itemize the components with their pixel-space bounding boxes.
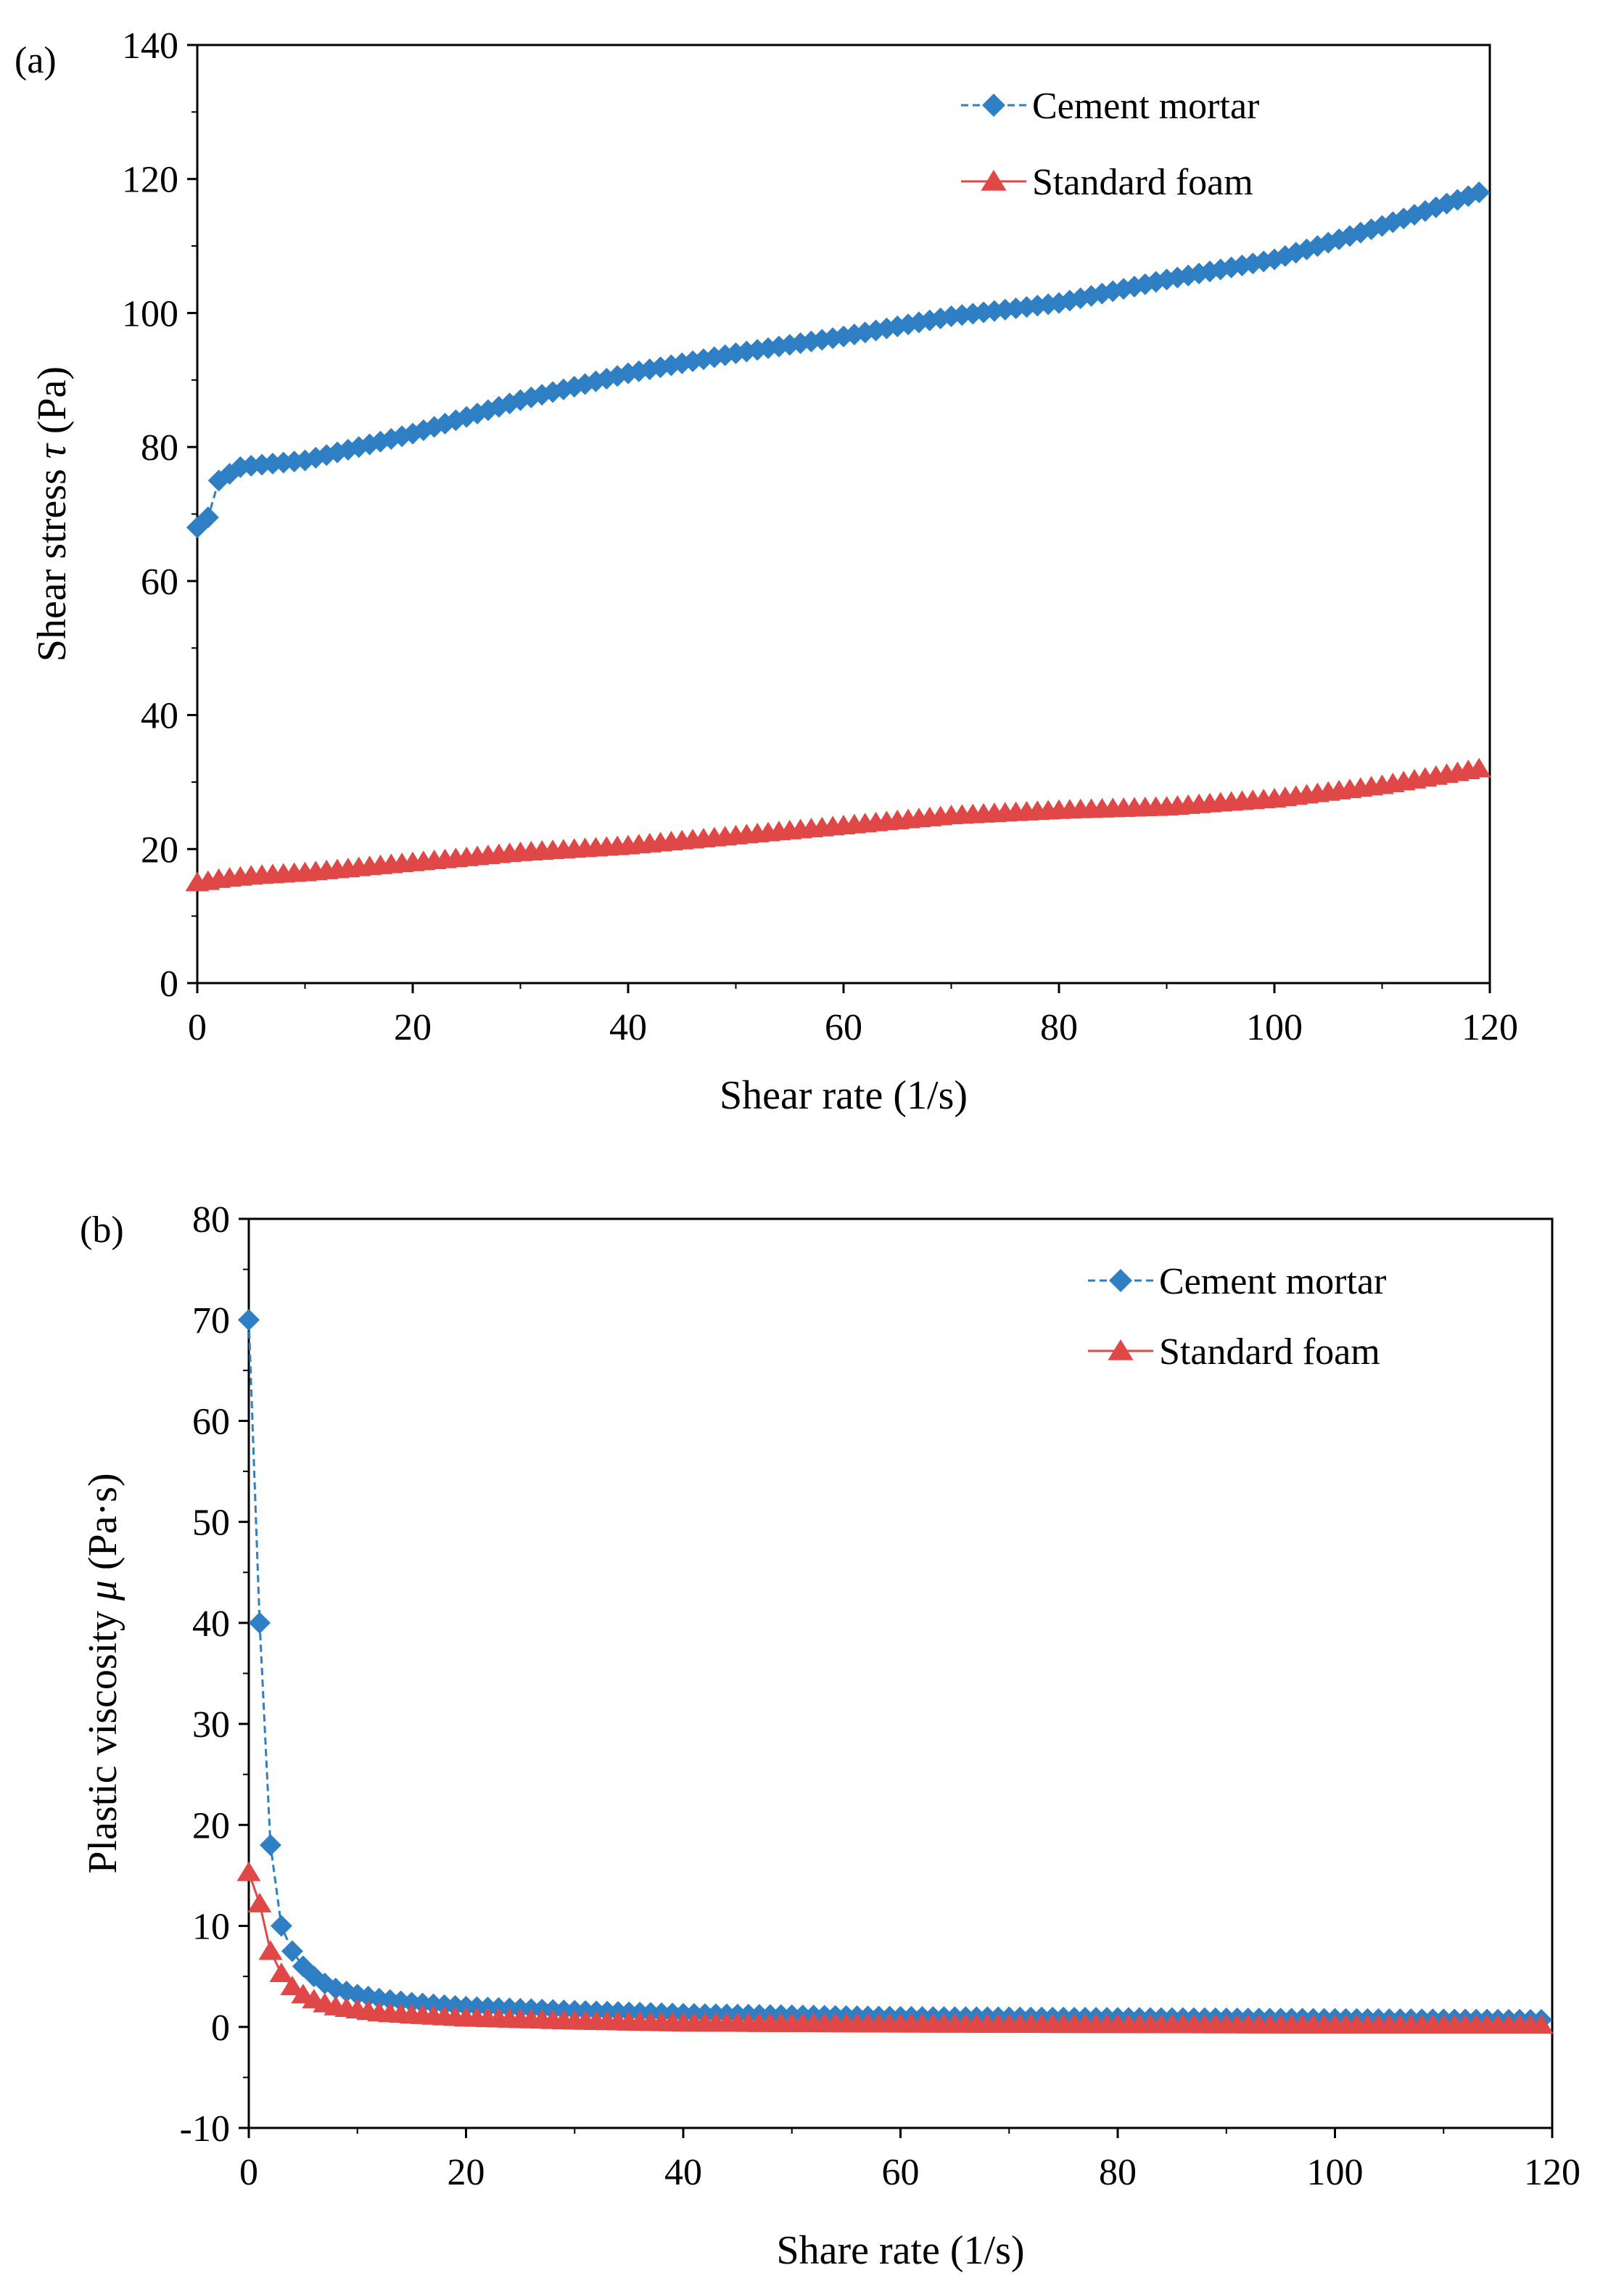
- y-axis-title-prefix: Shear stress: [30, 459, 75, 662]
- legend: Cement mortar Standard foam: [961, 86, 1259, 203]
- data-point: [259, 1834, 281, 1857]
- panel-label: (a): [15, 40, 57, 81]
- legend-entry-cement-mortar: Cement mortar: [1088, 1261, 1386, 1302]
- y-tick-label: 100: [122, 293, 178, 334]
- data-point: [1529, 2013, 1554, 2034]
- x-tick-label: 0: [239, 2152, 258, 2193]
- y-tick-label: 40: [141, 696, 178, 737]
- legend-label-standard-foam: Standard foam: [1159, 1331, 1380, 1373]
- x-tick-label: 60: [882, 2152, 920, 2193]
- data-point: [281, 1940, 303, 1963]
- series-layer: [185, 181, 1491, 892]
- y-tick-label: 60: [141, 562, 178, 603]
- legend: Cement mortar Standard foam: [1088, 1261, 1386, 1373]
- y-tick-label: 40: [192, 1603, 230, 1645]
- data-point: [1468, 181, 1491, 204]
- plot-area-frame: [196, 44, 1491, 985]
- legend-marker-standard-foam: [981, 170, 1007, 191]
- legend-marker-cement-mortar: [982, 94, 1005, 117]
- data-point: [1467, 757, 1491, 778]
- y-tick-label: 140: [122, 25, 178, 67]
- data-point: [197, 506, 219, 529]
- data-point: [269, 1962, 294, 1982]
- series-line-cement-mortar: [196, 191, 1480, 529]
- y-tick-label: 60: [192, 1401, 230, 1442]
- x-axis-title: Shear rate (1/s): [720, 1073, 968, 1118]
- y-axis-title-unit: (Pa·s): [81, 1473, 125, 1580]
- y-axis-title-symbol: τ: [30, 443, 75, 459]
- y-tick-label: -10: [180, 2108, 230, 2150]
- y-axis-title-prefix: Plastic viscosity: [81, 1600, 125, 1873]
- data-point: [238, 1309, 260, 1331]
- panel-label: (b): [80, 1209, 124, 1251]
- legend-entry-standard-foam: Standard foam: [1088, 1331, 1380, 1373]
- y-tick-label: 80: [192, 1199, 230, 1241]
- legend-marker-cement-mortar: [1109, 1269, 1132, 1292]
- x-tick-label: 40: [609, 1007, 647, 1048]
- y-tick-label: 0: [211, 2008, 230, 2049]
- data-point: [236, 1861, 261, 1881]
- y-tick-label: 70: [192, 1300, 230, 1341]
- y-axis-title-symbol: μ: [81, 1580, 125, 1601]
- y-tick-label: 20: [192, 1805, 230, 1846]
- y-axis-title-unit: (Pa): [30, 366, 75, 444]
- x-tick-label: 20: [394, 1007, 432, 1048]
- x-tick-label: 20: [448, 2152, 485, 2193]
- y-tick-label: 20: [141, 829, 178, 871]
- legend-entry-cement-mortar: Cement mortar: [961, 86, 1259, 127]
- y-tick-label: 0: [160, 963, 178, 1005]
- x-tick-label: 60: [825, 1007, 862, 1048]
- y-tick-label: 80: [141, 427, 178, 469]
- chart-panel-a: (a) 0 20 40 60 80 100 120 140 0 20 40 60 80 100 120 Ce…: [15, 25, 1518, 1118]
- x-tick-label: 120: [1524, 2152, 1580, 2193]
- y-tick-label: 30: [192, 1704, 230, 1746]
- legend-label-standard-foam: Standard foam: [1032, 162, 1253, 203]
- y-tick-label: 120: [122, 160, 178, 201]
- y-tick-label: 50: [192, 1503, 230, 1544]
- data-point: [258, 1940, 283, 1960]
- legend-entry-standard-foam: Standard foam: [961, 162, 1253, 203]
- legend-marker-standard-foam: [1108, 1339, 1134, 1360]
- x-tick-label: 120: [1462, 1007, 1518, 1048]
- data-point: [248, 1611, 271, 1634]
- x-tick-label: 0: [188, 1007, 207, 1048]
- y-axis-title: Shear stress τ (Pa): [30, 366, 75, 662]
- y-tick-label: 10: [192, 1907, 230, 1948]
- legend-label-cement-mortar: Cement mortar: [1159, 1261, 1386, 1302]
- x-tick-label: 80: [1040, 1007, 1078, 1048]
- series-line-cement-mortar: [247, 1320, 1541, 2021]
- x-axis-title: Share rate (1/s): [776, 2228, 1024, 2273]
- x-tick-label: 100: [1246, 1007, 1303, 1048]
- x-tick-label: 100: [1307, 2152, 1364, 2193]
- axis-ticks: 0 20 40 60 80 100 120 140 0 20 40 60 80 100 120: [122, 25, 1518, 1048]
- data-point: [280, 1976, 305, 1996]
- data-point: [270, 1915, 292, 1937]
- data-point: [247, 1892, 272, 1912]
- x-tick-label: 40: [664, 2152, 702, 2193]
- x-tick-label: 80: [1099, 2152, 1137, 2193]
- series-layer: [236, 1309, 1554, 2034]
- y-axis-title: Plastic viscosity μ (Pa·s): [81, 1473, 125, 1873]
- legend-label-cement-mortar: Cement mortar: [1032, 86, 1259, 127]
